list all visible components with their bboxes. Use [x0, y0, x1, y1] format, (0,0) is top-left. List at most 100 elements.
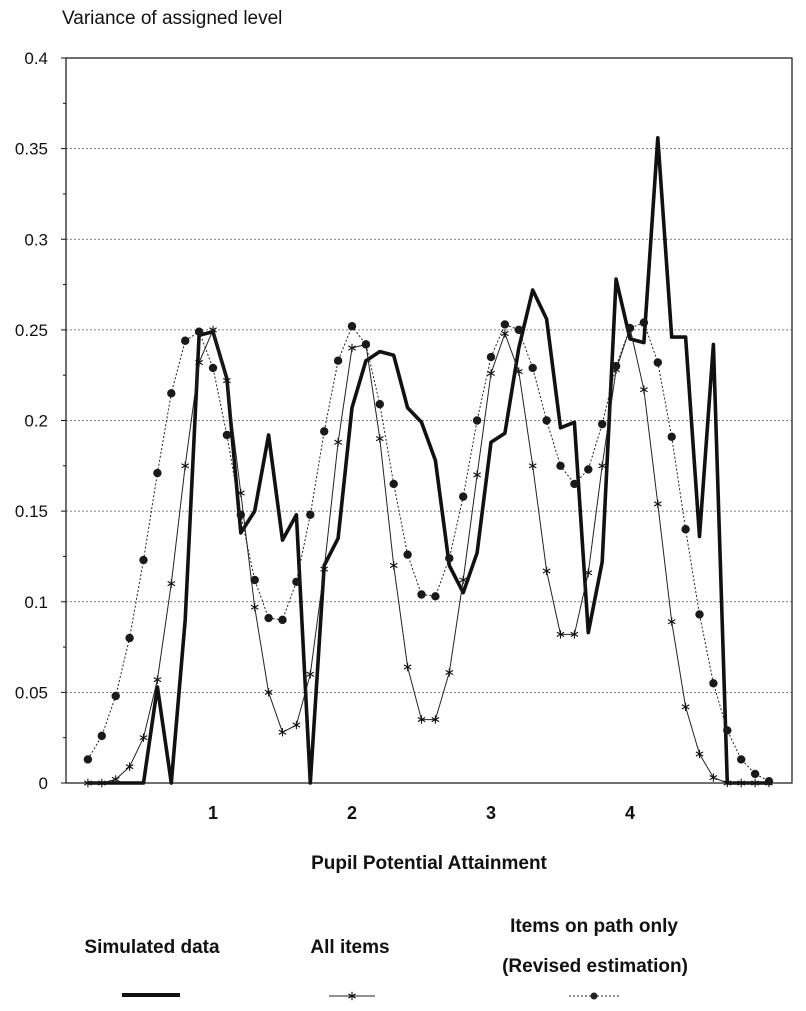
data-point-dot [681, 525, 690, 534]
data-point-dot [431, 592, 440, 601]
data-point-star [97, 778, 106, 788]
data-point-star [306, 670, 315, 679]
data-point-star [570, 630, 579, 639]
data-point-star [681, 702, 690, 712]
data-point-dot [750, 769, 760, 779]
data-point-dot [292, 577, 301, 587]
legend-dot-marker [590, 992, 598, 1000]
y-tick-label: 0.15 [15, 502, 48, 521]
data-point-dot [695, 610, 704, 619]
data-point-dot [167, 389, 176, 398]
data-point-dot [139, 555, 148, 565]
y-tick-label: 0.4 [24, 49, 48, 68]
y-tick-label: 0 [39, 774, 48, 793]
data-point-star [209, 325, 217, 335]
data-point-star [556, 630, 565, 639]
data-point-dot [417, 590, 426, 599]
data-point-dot [97, 731, 107, 741]
legend-label-path-only: Items on path only [510, 916, 678, 937]
data-point-dot [153, 468, 162, 478]
legend-label-simulated: Simulated data [84, 937, 220, 958]
data-point-dot [333, 356, 343, 365]
data-point-dot [222, 430, 232, 440]
data-point-dot [445, 554, 454, 563]
data-point-star [500, 329, 509, 338]
data-point-dot [320, 427, 329, 436]
y-axis-ticks: 0 0.05 0.1 0.15 0.2 0.25 0.3 0.35 0.4 [15, 49, 66, 793]
data-point-star [487, 369, 495, 378]
data-point-dot [194, 327, 204, 336]
data-point-dot [625, 323, 635, 333]
data-point-star [667, 617, 676, 626]
data-point-dot [653, 358, 662, 367]
data-point-star [125, 762, 134, 771]
data-point-dot [639, 318, 649, 327]
data-point-star [153, 675, 162, 684]
x-tick-label: 4 [625, 803, 635, 823]
data-point-dot [598, 419, 607, 429]
data-point-star [459, 575, 468, 585]
data-point-dot [375, 399, 384, 409]
y-tick-label: 0.05 [15, 683, 48, 702]
data-point-star [639, 385, 648, 394]
data-point-dot [403, 550, 412, 559]
data-point-dot [361, 340, 371, 349]
data-point-star [584, 568, 593, 577]
data-point-dot [542, 416, 551, 425]
data-point-dot [667, 432, 676, 442]
data-point-dot [250, 575, 259, 585]
data-point-dot [500, 320, 510, 329]
data-point-star [292, 720, 301, 730]
chart-title: Variance of assigned level [62, 8, 282, 29]
data-point-dot [528, 363, 537, 373]
data-point-star [195, 358, 204, 367]
data-point-dot [306, 510, 315, 519]
data-point-dot [83, 755, 93, 764]
data-point-dot [278, 615, 287, 625]
data-point-star [264, 688, 273, 697]
x-tick-label: 1 [208, 803, 218, 823]
data-point-dot [111, 691, 120, 701]
data-point-star [751, 778, 760, 788]
data-point-star [320, 564, 329, 574]
series-line-path-only [87, 322, 770, 782]
data-point-star [348, 343, 356, 353]
legend-star-marker [348, 991, 356, 1001]
y-tick-label: 0.25 [15, 321, 48, 340]
data-point-star [695, 749, 704, 759]
data-point-star [139, 733, 148, 742]
data-point-dot [584, 465, 593, 474]
data-point-dot [611, 361, 621, 371]
data-point-dot [737, 755, 746, 764]
legend-label-path-only-line2: (Revised estimation) [502, 956, 688, 977]
legend-label-all-items: All items [310, 937, 389, 958]
data-point-dot [556, 461, 565, 471]
data-point-dot [181, 336, 190, 345]
data-point-star [181, 461, 190, 471]
data-point-star [723, 778, 732, 788]
y-tick-label: 0.2 [24, 412, 48, 431]
data-point-dot [723, 726, 732, 735]
data-point-star [111, 775, 120, 784]
data-point-star [598, 461, 607, 471]
data-point-dot [125, 633, 134, 643]
data-point-star [514, 367, 523, 376]
data-point-dot [472, 416, 482, 425]
y-tick-label: 0.1 [24, 593, 48, 612]
gridlines [66, 148, 792, 693]
data-point-dot [347, 322, 357, 331]
data-point-dot [570, 479, 579, 489]
x-axis-label: Pupil Potential Attainment [311, 853, 547, 874]
data-point-star [389, 561, 398, 570]
x-tick-label: 3 [486, 803, 496, 823]
data-point-star [737, 778, 746, 788]
data-point-dot [459, 492, 468, 501]
data-point-star [542, 566, 551, 576]
data-point-star [528, 461, 537, 471]
data-point-star [653, 499, 662, 509]
data-point-star [417, 715, 426, 724]
data-point-dot [709, 679, 718, 688]
data-point-dot [514, 325, 523, 335]
data-point-dot [764, 776, 774, 786]
